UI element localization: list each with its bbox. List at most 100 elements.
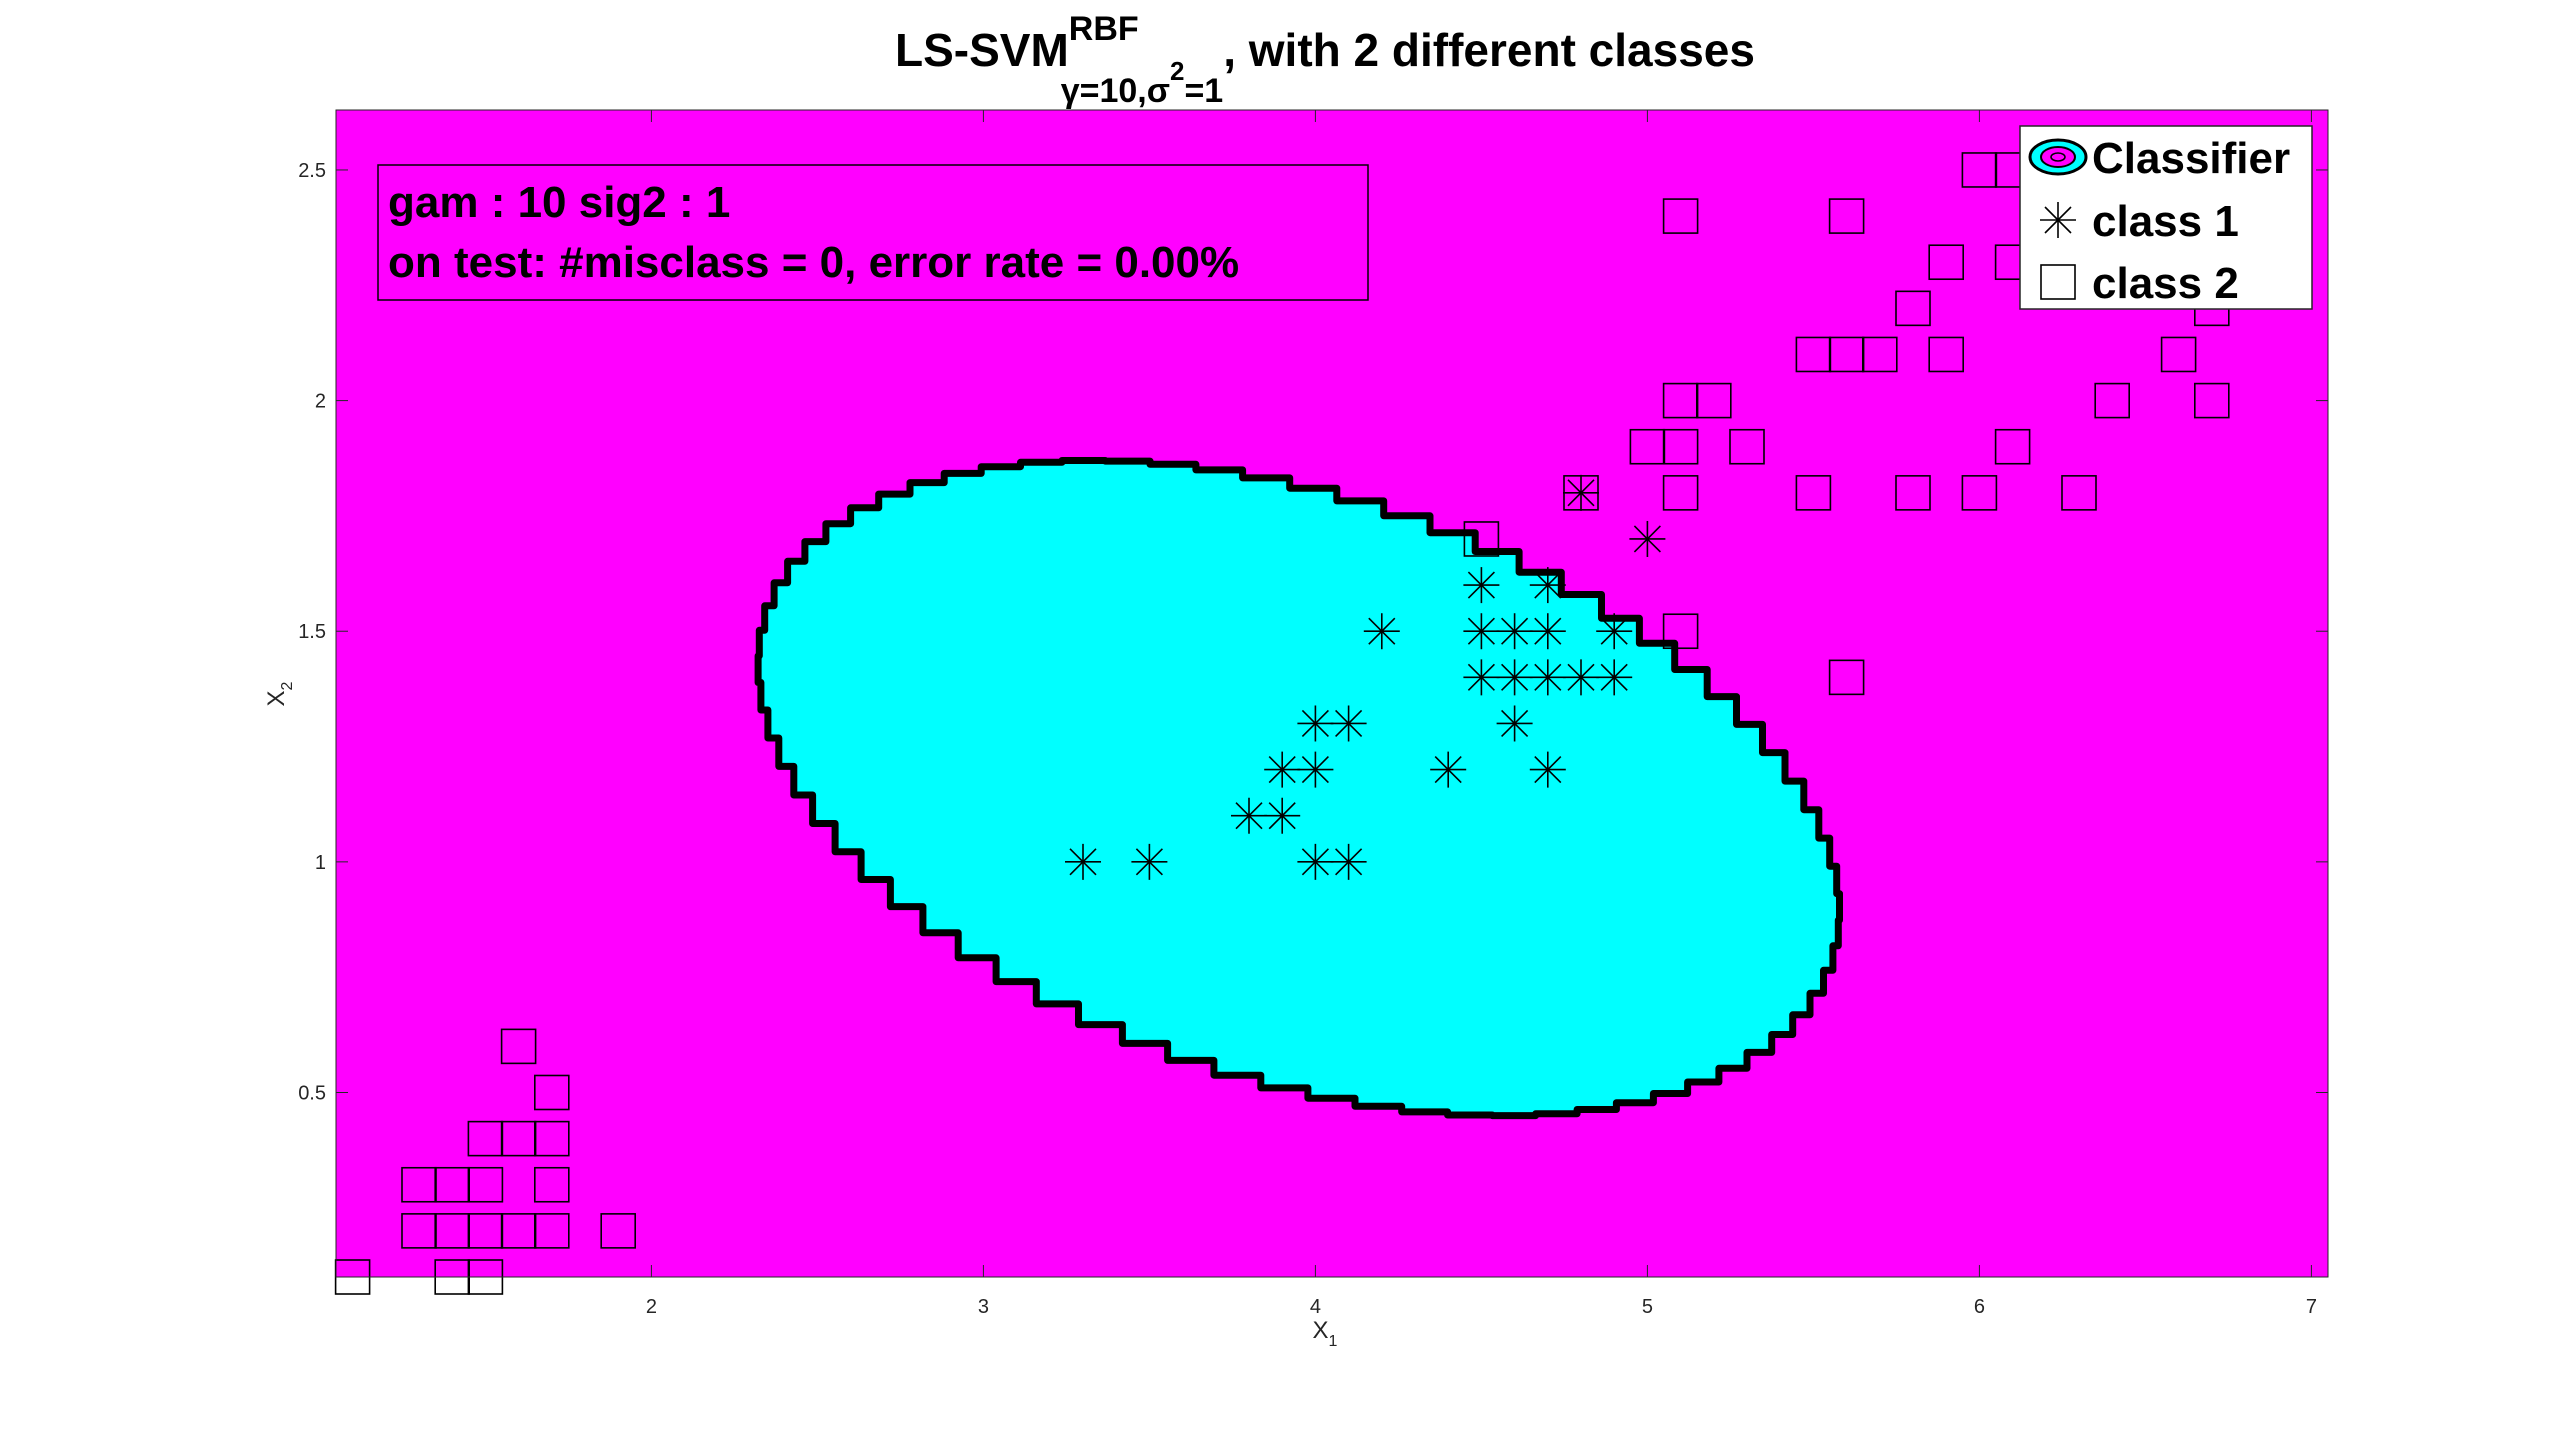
legend: Classifier class 1 class 2 <box>2019 125 2313 310</box>
class-1-point <box>1529 613 1566 650</box>
class-1-point <box>1596 659 1633 696</box>
class-1-point <box>1463 567 1500 604</box>
x-tick-label: 6 <box>1974 1296 1985 1318</box>
class-2-point <box>1895 475 1931 511</box>
class-1-point <box>1330 843 1367 880</box>
square-icon <box>2040 264 2076 300</box>
title-rest: , with 2 different classes <box>1223 24 1755 76</box>
class-2-point <box>533 1213 570 1249</box>
class-1-point <box>1264 751 1301 788</box>
axes-frame <box>335 109 2329 1278</box>
class-1-point <box>1496 705 1533 742</box>
x-tick-label: 4 <box>1310 1296 1321 1318</box>
legend-label-class-1: class 1 <box>2092 197 2239 246</box>
class-2-point <box>533 1120 570 1157</box>
class-2-point <box>1862 336 1898 373</box>
x-tick-label: 5 <box>1642 1296 1653 1318</box>
class-2-point <box>1828 659 1865 696</box>
title-sub-sigma: σ <box>1147 72 1170 110</box>
class-2-point <box>2094 382 2130 419</box>
class-1-point <box>1463 613 1500 650</box>
annotation-line-2: on test: #misclass = 0, error rate = 0.0… <box>388 238 1239 287</box>
class-2-point <box>1563 475 1599 511</box>
y-tick-label: 1.5 <box>298 621 326 643</box>
y-tick-label: 2.5 <box>298 160 326 182</box>
class-2-point <box>467 1120 504 1157</box>
class-1-point <box>1297 751 1334 788</box>
class-2-point <box>1928 244 1964 281</box>
class-1-point <box>1131 843 1168 880</box>
class-2-point <box>1696 382 1732 419</box>
x-tick-label: 7 <box>2306 1296 2317 1318</box>
class-2-point <box>1729 428 1765 465</box>
contour-icon <box>2028 138 2088 176</box>
title-main: LS-SVM <box>895 24 1069 76</box>
chart-title: LS-SVMRBF γ=10,σ2=1, with 2 different cla… <box>895 10 1755 110</box>
legend-label-class-2: class 2 <box>2092 259 2239 308</box>
class-1-point <box>1065 843 1101 880</box>
title-sub-gamma: γ=10, <box>1061 72 1147 110</box>
class-2-point <box>1895 290 1931 327</box>
class-2-point <box>1662 198 1699 234</box>
class-2-point <box>1961 475 1998 511</box>
class-2-point <box>434 1166 471 1203</box>
class-1-point <box>1563 474 1599 511</box>
class-2-point <box>2194 382 2230 419</box>
class-1-point <box>1463 659 1500 696</box>
class-1-point <box>1529 659 1566 696</box>
legend-label-classifier: Classifier <box>2092 134 2290 183</box>
class-1-point <box>1629 520 1666 557</box>
class-2-point <box>1828 198 1865 234</box>
class-2-point <box>1928 336 1964 373</box>
annotation-line-1: gam : 10 sig2 : 1 <box>388 178 730 227</box>
title-sub-sigma-pow: 2 <box>1170 56 1184 86</box>
class-1-point <box>1430 751 1467 788</box>
class-2-point <box>1994 428 2031 465</box>
axis-ticks: 2 3 4 5 6 7 0.5 1 1.5 2 2.5 <box>298 110 2328 1318</box>
class-2-point <box>533 1166 570 1203</box>
class-2-point <box>1795 475 1832 511</box>
class-2-point <box>467 1166 504 1203</box>
y-tick-label: 2 <box>315 391 326 413</box>
class-2-point <box>500 1028 537 1065</box>
class-2-point <box>1662 428 1699 465</box>
class-2-point <box>1662 475 1699 511</box>
class-1-point <box>1231 797 1267 834</box>
y-axis-label: X2 <box>263 681 296 706</box>
title-sup: RBF <box>1069 10 1139 48</box>
title-sub-sigma-val: =1 <box>1184 72 1223 110</box>
classifier-region <box>754 457 1843 1120</box>
class-2-point <box>533 1074 570 1111</box>
annotation-box: gam : 10 sig2 : 1 on test: #misclass = 0… <box>377 164 1369 301</box>
x-axis-label: X1 <box>1313 1317 1338 1350</box>
class-2-point <box>467 1213 504 1249</box>
class-1-point <box>1363 613 1400 650</box>
x-tick-label: 2 <box>646 1296 657 1318</box>
class-1-point <box>1563 659 1599 696</box>
class-2-point <box>600 1213 637 1249</box>
x-tick-label: 3 <box>978 1296 989 1318</box>
class-1-point <box>1330 705 1367 742</box>
class-1-point <box>1529 751 1566 788</box>
class-1-point <box>1264 797 1301 834</box>
class-1-point <box>1297 705 1334 742</box>
plot-axes: 2 3 4 5 6 7 0.5 1 1.5 2 2.5 <box>298 109 2329 1318</box>
y-tick-label: 0.5 <box>298 1082 326 1104</box>
asterisk-icon <box>2040 202 2076 238</box>
class-2-point <box>2061 475 2097 511</box>
class-2-point <box>2160 336 2197 373</box>
class-1-point <box>1496 659 1533 696</box>
y-tick-label: 1 <box>315 852 326 874</box>
class-2-point <box>1961 152 1998 188</box>
class-1-point <box>1297 843 1334 880</box>
class-2-point <box>1795 336 1832 373</box>
data-marks <box>334 152 2230 1295</box>
class-2-point <box>1463 521 1500 557</box>
class-1-point <box>1596 613 1633 650</box>
class-1-point <box>1496 613 1533 650</box>
class-2-point <box>1629 428 1666 465</box>
class-2-point <box>1662 613 1699 650</box>
class-1-point <box>1529 567 1566 604</box>
class-2-point <box>434 1213 471 1249</box>
